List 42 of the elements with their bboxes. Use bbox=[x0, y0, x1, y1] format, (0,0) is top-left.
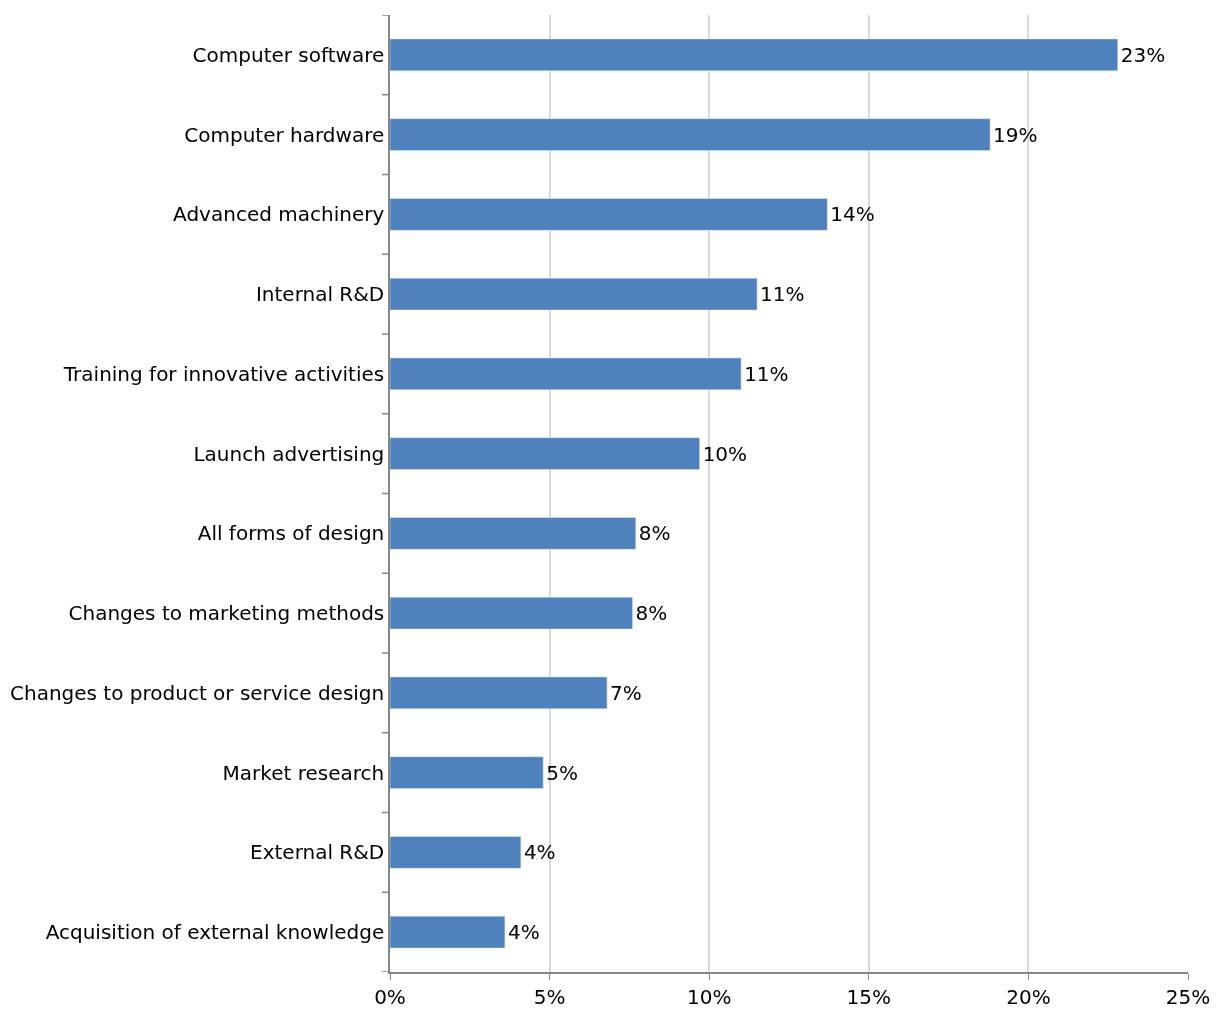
y-tick-label: Internal R&D bbox=[255, 282, 385, 307]
data-label: 5% bbox=[546, 760, 578, 785]
data-label: 7% bbox=[610, 680, 642, 705]
y-tick-label: Advanced machinery bbox=[173, 202, 385, 227]
bar bbox=[390, 198, 828, 231]
bar bbox=[390, 756, 544, 789]
y-tick-label: Acquisition of external knowledge bbox=[45, 920, 385, 945]
x-tick-label: 25% bbox=[1165, 984, 1211, 1009]
data-label: 8% bbox=[635, 601, 668, 626]
x-tick-label: 0% bbox=[374, 984, 406, 1009]
x-tick-label: 20% bbox=[1006, 984, 1051, 1009]
x-tick-label: 10% bbox=[686, 984, 732, 1009]
data-label: 14% bbox=[830, 202, 875, 227]
x-tick-label: 15% bbox=[846, 984, 892, 1009]
y-tick-label: Market research bbox=[222, 760, 385, 785]
y-tick-label: Launch advertising bbox=[193, 441, 385, 466]
bar bbox=[390, 517, 637, 550]
x-tick-label: 5% bbox=[533, 984, 566, 1009]
bar bbox=[390, 915, 506, 949]
y-tick-label: Computer hardware bbox=[184, 122, 385, 147]
bar bbox=[390, 357, 742, 391]
data-label: 4% bbox=[507, 920, 540, 945]
bar bbox=[390, 38, 1119, 72]
y-tick-label: Changes to product or service design bbox=[10, 680, 385, 705]
bar bbox=[390, 277, 758, 311]
data-label: 10% bbox=[702, 441, 748, 466]
y-tick-label: Changes to marketing methods bbox=[68, 601, 385, 626]
data-label: 11% bbox=[744, 361, 789, 386]
data-label: 4% bbox=[523, 840, 556, 865]
y-tick-label: Training for innovative activities bbox=[62, 361, 385, 386]
bar bbox=[390, 676, 608, 710]
data-label: 11% bbox=[760, 282, 805, 307]
bar bbox=[390, 836, 522, 869]
bar bbox=[390, 437, 700, 470]
data-label: 23% bbox=[1120, 42, 1166, 67]
bar bbox=[390, 118, 991, 151]
y-tick-label: External R&D bbox=[250, 840, 385, 865]
y-tick-label: Computer software bbox=[192, 42, 385, 67]
data-label: 8% bbox=[638, 521, 671, 546]
y-tick-label: All forms of design bbox=[197, 521, 385, 546]
bar bbox=[390, 596, 633, 630]
data-label: 19% bbox=[993, 122, 1038, 147]
